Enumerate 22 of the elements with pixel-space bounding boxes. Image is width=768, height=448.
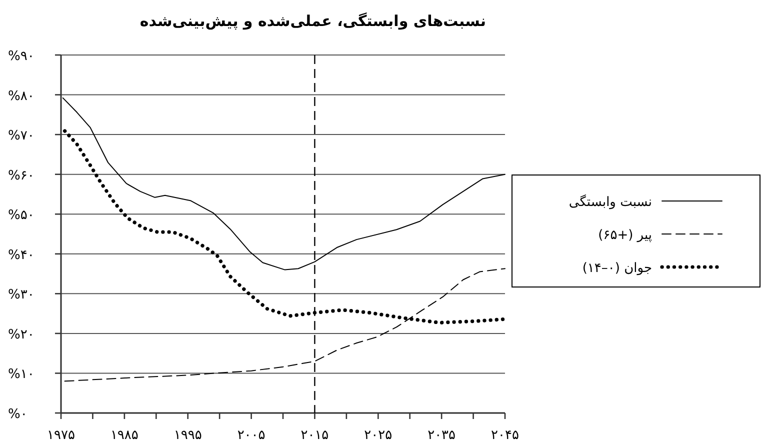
- x-tick-label: ۲۰۰۵: [237, 428, 266, 443]
- x-tick-label: ۲۰۱۵: [300, 428, 329, 443]
- x-tick-label: ۱۹۷۵: [47, 428, 75, 443]
- x-tick-label: ۲۰۴۵: [491, 428, 519, 443]
- y-tick-label: %۶۰: [8, 168, 34, 184]
- legend-label: جوان (۰–۱۴): [582, 261, 652, 276]
- y-tick-label: %۸۰: [8, 88, 34, 104]
- chart-title: نسبت‌های وابستگی، عملی‌شده و پیش‌بینی‌شده: [140, 12, 486, 30]
- x-tick-label: ۱۹۹۵: [174, 428, 202, 443]
- y-tick-label: %۱۰: [8, 367, 34, 382]
- y-tick-label: %۷۰: [8, 128, 34, 144]
- y-tick-label: %۳۰: [8, 288, 34, 303]
- legend-label: نسبت وابستگی: [568, 194, 652, 210]
- y-tick-label: %۰: [8, 407, 28, 422]
- legend-label: پیر (+۶۵): [598, 228, 652, 243]
- y-tick-label: %۵۰: [8, 208, 34, 224]
- x-tick-label: ۱۹۸۵: [110, 428, 138, 443]
- y-tick-label: %۴۰: [8, 248, 34, 263]
- y-tick-label: %۹۰: [8, 49, 34, 64]
- x-tick-label: ۲۰۳۵: [428, 428, 456, 443]
- x-tick-label: ۲۰۲۵: [364, 428, 392, 443]
- y-tick-label: %۲۰: [8, 327, 34, 342]
